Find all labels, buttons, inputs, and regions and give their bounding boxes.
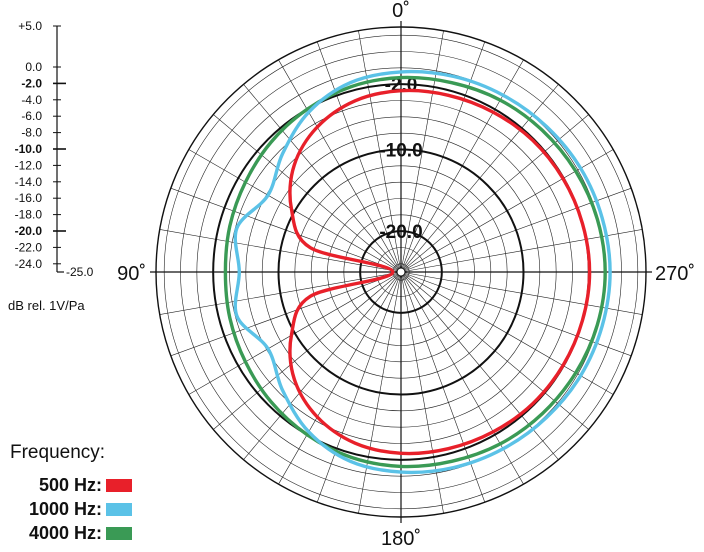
- scale-tick-label: 0.0: [25, 60, 42, 74]
- scale-tick-label: -2.0: [21, 76, 42, 90]
- scale-tick-label: -18.0: [15, 208, 43, 222]
- scale-tick-label: -6.0: [21, 109, 42, 123]
- legend-item-label: 1000 Hz:: [28, 498, 102, 519]
- legend: Frequency: 500 Hz: 1000 Hz: 4000 Hz:: [10, 442, 132, 545]
- scale-tick-label: -25.0: [66, 265, 94, 279]
- legend-swatch: [106, 526, 132, 540]
- ring-labels: -2.0-10.0-20.0: [379, 75, 422, 243]
- legend-item: 1000 Hz:: [10, 497, 132, 521]
- legend-item-label: 500 Hz:: [38, 474, 102, 495]
- legend-item: 500 Hz:: [10, 473, 132, 497]
- angle-label-270: 270˚: [655, 263, 695, 285]
- legend-swatch: [106, 478, 132, 492]
- scale-tick-label: -16.0: [15, 191, 43, 205]
- angle-label-180: 180˚: [381, 528, 421, 550]
- scale-tick-label: +5.0: [18, 19, 42, 33]
- legend-items: 500 Hz: 1000 Hz: 4000 Hz:: [10, 473, 132, 545]
- scale-unit-label: dB rel. 1V/Pa: [8, 298, 85, 313]
- ring-label: -20.0: [379, 222, 422, 243]
- curve-1000hz: [233, 69, 612, 475]
- angle-labels: 0˚ 90˚ 180˚ 270˚: [117, 0, 695, 550]
- curve-4000hz: [223, 75, 607, 469]
- scale-tick-label: -14.0: [15, 175, 43, 189]
- ring-label: -10.0: [379, 141, 422, 162]
- legend-swatch: [106, 502, 132, 516]
- db-scale-axis: +5.0 0.0 -2.0 -4.0 -6.0 -8.0 -10.0 -12.0 -14.0 -1…: [8, 19, 94, 313]
- frequency-curves: [223, 69, 612, 475]
- scale-tick-label: -20.0: [15, 224, 43, 238]
- curve-500hz: [288, 88, 592, 456]
- legend-item: 4000 Hz:: [10, 521, 132, 545]
- scale-tick-label: -4.0: [21, 93, 42, 107]
- scale-tick-label: -22.0: [15, 240, 43, 254]
- center-mark: [396, 267, 406, 277]
- legend-title: Frequency:: [10, 442, 106, 463]
- angle-label-0: 0˚: [392, 0, 410, 22]
- scale-tick-label: -10.0: [15, 142, 43, 156]
- legend-item-label: 4000 Hz:: [28, 522, 102, 543]
- scale-tick-label: -24.0: [15, 257, 43, 271]
- angle-label-90: 90˚: [117, 263, 146, 285]
- scale-tick-label: -8.0: [21, 126, 42, 140]
- scale-tick-label: -12.0: [15, 158, 43, 172]
